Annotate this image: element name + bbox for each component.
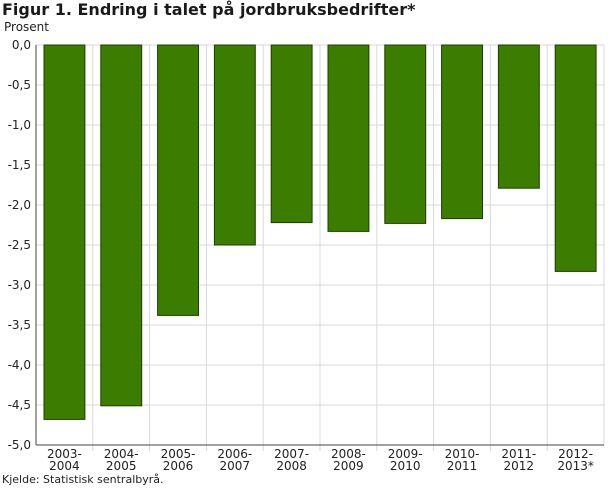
y-tick-label: -4,0 — [8, 358, 31, 372]
bar — [43, 44, 86, 420]
bar — [327, 44, 370, 232]
x-tick-label: 2010-2011 — [445, 447, 480, 473]
x-tick-label: 2008-2009 — [331, 447, 366, 473]
x-tick-labels: 2003-2004 2004-2005 2005-2006 2006-2007 2007… — [47, 447, 594, 473]
x-tick-label: 2012-2013* — [557, 447, 594, 473]
y-tick-label: -0,5 — [8, 78, 31, 92]
bar — [100, 44, 143, 407]
y-tick-labels: 0,0 -0,5 -1,0 -1,5 -2,0 -2,5 -3,0 -3,5 -4,0 -4,5 -… — [8, 38, 31, 452]
x-tick-label: 2006-2007 — [217, 447, 252, 473]
y-tick-label: -1,5 — [8, 158, 31, 172]
bar — [213, 44, 256, 246]
y-tick-label: -3,0 — [8, 278, 31, 292]
y-axis-label: Prosent — [4, 20, 49, 34]
y-tick-label: -3,5 — [8, 318, 31, 332]
y-tick-label: 0,0 — [12, 38, 31, 52]
chart-title: Figur 1. Endring i talet på jordbruksbed… — [2, 0, 416, 19]
x-tick-label: 2003-2004 — [47, 447, 82, 473]
bar — [384, 44, 427, 224]
x-tick-label: 2007-2008 — [274, 447, 309, 473]
x-tick-label: 2011-2012 — [501, 447, 536, 473]
x-tick-label: 2005-2006 — [161, 447, 196, 473]
axes — [35, 45, 604, 446]
y-tick-label: -2,5 — [8, 238, 31, 252]
bars — [43, 44, 597, 420]
y-tick-label: -5,0 — [8, 438, 31, 452]
bar — [554, 44, 597, 272]
bar — [157, 44, 200, 316]
bar — [270, 44, 313, 224]
bar — [441, 44, 484, 220]
bar — [497, 44, 540, 189]
y-tick-label: -2,0 — [8, 198, 31, 212]
source-note: Kjelde: Statistisk sentralbyrå. — [2, 473, 164, 486]
y-tick-label: -1,0 — [8, 118, 31, 132]
x-tick-label: 2009-2010 — [388, 447, 423, 473]
x-tick-label: 2004-2005 — [104, 447, 139, 473]
y-tick-label: -4,5 — [8, 398, 31, 412]
